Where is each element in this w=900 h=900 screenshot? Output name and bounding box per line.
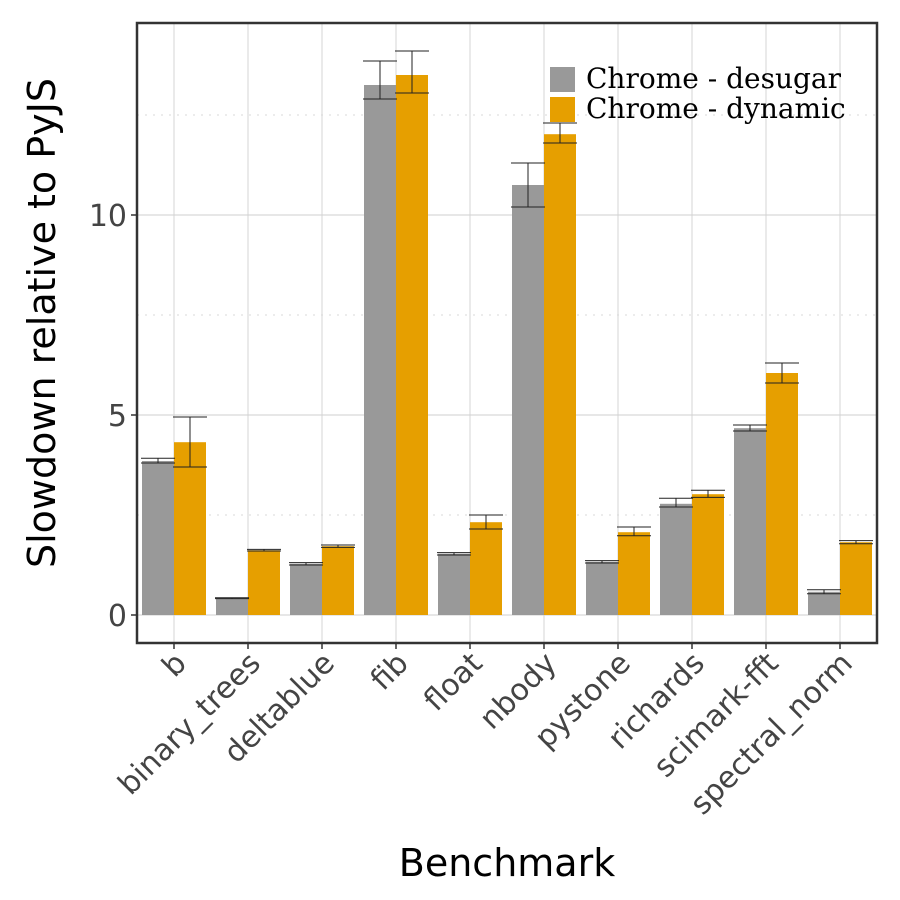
bar <box>544 134 576 615</box>
y-tick-label: 0 <box>108 599 127 634</box>
bar <box>470 522 502 615</box>
bar <box>692 494 724 615</box>
y-tick-label: 5 <box>108 399 127 434</box>
y-tick-label: 10 <box>89 199 127 234</box>
bar <box>290 563 322 615</box>
bar <box>364 85 396 615</box>
bar <box>660 503 692 615</box>
error-bars <box>141 50 873 600</box>
bar <box>396 75 428 615</box>
bar <box>808 591 840 615</box>
plot-frame <box>135 21 879 645</box>
bar <box>322 546 354 615</box>
bar <box>840 542 872 615</box>
bar <box>174 442 206 615</box>
bar <box>142 461 174 615</box>
legend-label: Chrome - desugar <box>586 62 842 95</box>
bars <box>142 75 872 615</box>
bar <box>734 428 766 615</box>
bar <box>766 373 798 615</box>
bar <box>248 550 280 615</box>
legend-swatch <box>550 97 575 122</box>
bar <box>512 185 544 615</box>
bar <box>618 532 650 615</box>
bar <box>216 598 248 615</box>
bar <box>586 561 618 615</box>
x-axis-title: Benchmark <box>399 841 615 885</box>
bar <box>438 553 470 615</box>
x-tick-label: b <box>155 646 193 684</box>
y-axis-title: Slowdown relative to PyJS <box>20 78 64 568</box>
x-tick-label: fib <box>364 646 416 698</box>
legend-swatch <box>550 67 575 92</box>
legend-label: Chrome - dynamic <box>586 92 846 125</box>
